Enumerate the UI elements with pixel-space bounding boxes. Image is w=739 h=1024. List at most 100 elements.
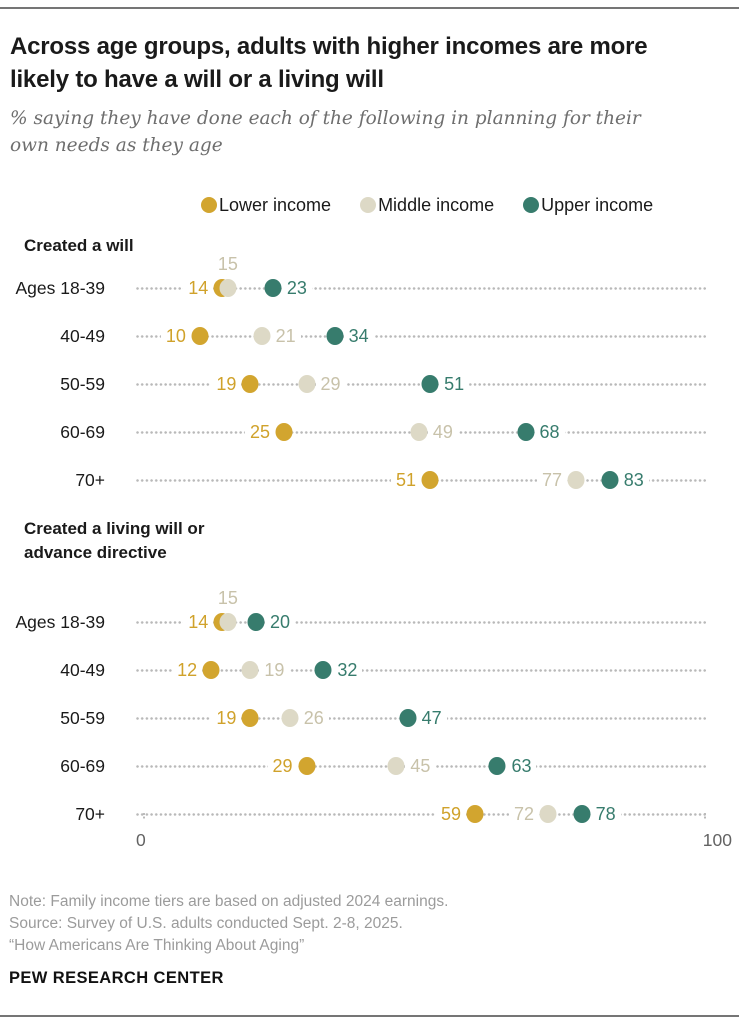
section-title: Created a living will or advance directi… <box>24 519 205 562</box>
data-point-dot <box>275 423 293 441</box>
data-point-value: 10 <box>160 326 191 346</box>
chart-row: 60-69 29 45 63 <box>0 756 739 776</box>
data-point-value: 68 <box>534 422 565 442</box>
row-plot-area: 10 21 34 <box>136 326 707 346</box>
chart-row: 40-49 10 21 34 <box>0 326 739 346</box>
data-point-dot <box>567 471 585 489</box>
chart-row: 60-69 25 49 68 <box>0 422 739 442</box>
data-point-value: 59 <box>435 804 466 824</box>
data-point-dot <box>466 805 484 823</box>
report-title-line: “How Americans Are Thinking About Aging” <box>9 937 305 954</box>
data-point-value: 29 <box>267 756 298 776</box>
axis-tick <box>142 813 145 820</box>
data-point-dot <box>399 709 417 727</box>
x-axis-max-label: 100 <box>702 830 732 850</box>
data-point-value: 78 <box>590 804 621 824</box>
data-point-dot <box>314 661 332 679</box>
page-subtitle: % saying they have done each of the foll… <box>10 108 641 156</box>
dotted-leader-line <box>136 620 707 624</box>
chart-row: Ages 18-39 14 15 23 <box>0 254 739 298</box>
dotted-leader-line <box>136 478 707 482</box>
data-point-dot <box>326 327 344 345</box>
chart-row: 70+ 59 72 78 <box>0 804 739 824</box>
row-plot-area: 59 72 78 <box>136 804 707 824</box>
data-point-dot <box>298 375 316 393</box>
data-point-value: 14 <box>183 612 214 632</box>
age-group-label: 50-59 <box>60 374 105 394</box>
data-point-value: 29 <box>315 374 346 394</box>
data-point-value: 63 <box>506 756 537 776</box>
data-point-value: 72 <box>508 804 539 824</box>
age-group-label: 60-69 <box>60 422 105 442</box>
data-point-dot <box>488 757 506 775</box>
age-group-label: 70+ <box>75 470 105 490</box>
legend-item: Upper income <box>523 195 653 216</box>
top-divider <box>0 7 739 9</box>
data-point-value: 12 <box>172 660 203 680</box>
data-point-value: 32 <box>332 660 363 680</box>
data-point-value: 25 <box>245 422 276 442</box>
data-point-dot <box>421 471 439 489</box>
legend-dot-icon <box>523 197 540 213</box>
data-point-dot <box>191 327 209 345</box>
data-point-dot <box>539 805 557 823</box>
chart-row: 50-59 19 29 51 <box>0 374 739 394</box>
age-group-label: 40-49 <box>60 326 105 346</box>
data-point-dot <box>247 613 265 631</box>
chart-row: 50-59 19 26 47 <box>0 708 739 728</box>
data-point-dot <box>241 661 259 679</box>
age-group-label: 50-59 <box>60 708 105 728</box>
legend-item-label: Middle income <box>378 194 495 215</box>
data-point-value: 51 <box>391 470 422 490</box>
row-plot-area: 29 45 63 <box>136 756 707 776</box>
bottom-divider <box>0 1015 739 1017</box>
data-point-value: 34 <box>343 326 374 346</box>
pew-research-center-brand: PEW RESEARCH CENTER <box>9 969 224 987</box>
footnote: Note: Family income tiers are based on a… <box>9 893 449 910</box>
dotted-leader-line <box>136 334 707 338</box>
source-line: Source: Survey of U.S. adults conducted … <box>9 915 403 932</box>
dotted-leader-line <box>136 286 707 290</box>
dotted-leader-line <box>136 812 707 816</box>
chart-row: 40-49 12 19 32 <box>0 660 739 680</box>
row-plot-area: 19 26 47 <box>136 708 707 728</box>
data-point-dot <box>253 327 271 345</box>
dotted-leader-line <box>136 668 707 672</box>
row-plot-area: 19 29 51 <box>136 374 707 394</box>
legend-item: Middle income <box>360 195 494 216</box>
data-point-value: 19 <box>211 708 242 728</box>
chart-legend: Lower income Middle income Upper income <box>201 194 653 216</box>
data-point-dot <box>264 279 282 297</box>
age-group-label: 60-69 <box>60 756 105 776</box>
data-point-dot <box>281 709 299 727</box>
data-point-value: 15 <box>217 588 238 608</box>
data-point-value: 14 <box>183 278 214 298</box>
legend-dot-icon <box>201 197 217 213</box>
legend-item: Lower income <box>201 195 331 216</box>
row-plot-area: 25 49 68 <box>136 422 707 442</box>
chart-row: 70+ 51 77 83 <box>0 470 739 490</box>
data-point-value: 83 <box>618 470 649 490</box>
age-group-label: Ages 18-39 <box>15 612 105 632</box>
legend-dot-icon <box>360 197 377 213</box>
data-point-dot <box>387 757 405 775</box>
data-point-value: 45 <box>405 756 436 776</box>
data-point-value: 26 <box>298 708 329 728</box>
axis-tick <box>704 813 707 820</box>
x-axis-min-label: 0 <box>136 830 146 850</box>
section-title: Created a will <box>24 236 134 255</box>
data-point-value: 20 <box>265 612 296 632</box>
data-point-dot <box>219 279 237 297</box>
data-point-dot <box>410 423 428 441</box>
data-point-value: 77 <box>537 470 568 490</box>
data-point-value: 21 <box>270 326 301 346</box>
data-point-dot <box>573 805 591 823</box>
data-point-dot <box>202 661 220 679</box>
row-plot-area: 12 19 32 <box>136 660 707 680</box>
data-point-dot <box>219 613 237 631</box>
data-point-value: 15 <box>217 254 238 274</box>
page-title: Across age groups, adults with higher in… <box>10 33 648 93</box>
chart-row: Ages 18-39 14 15 20 <box>0 588 739 632</box>
data-point-value: 47 <box>416 708 447 728</box>
data-point-dot <box>421 375 439 393</box>
